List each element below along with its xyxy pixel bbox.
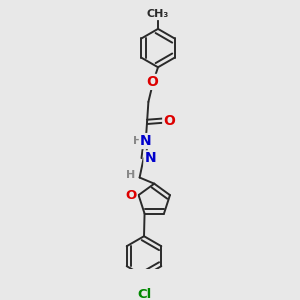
Text: Cl: Cl [137,287,151,300]
Text: N: N [140,134,152,148]
Text: O: O [146,75,158,89]
Text: H: H [133,136,142,146]
Text: O: O [163,113,175,128]
Text: CH₃: CH₃ [147,9,169,19]
Text: N: N [145,152,156,165]
Text: H: H [127,170,136,180]
Text: O: O [125,189,137,202]
